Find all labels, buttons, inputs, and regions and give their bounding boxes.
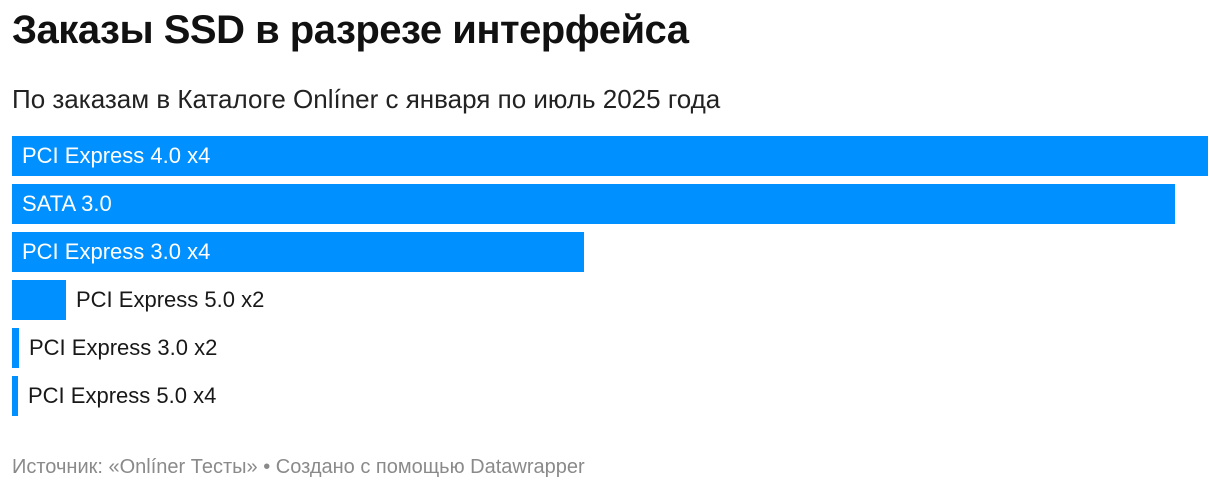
bar-4	[12, 280, 66, 320]
chart-subtitle: По заказам в Каталоге Onlíner с января п…	[12, 84, 721, 114]
bar-label-6: PCI Express 5.0 x4	[28, 383, 217, 408]
chart-title: Заказы SSD в разрезе интерфейса	[12, 8, 689, 52]
bar-label-2: SATA 3.0	[22, 191, 112, 216]
bar-5	[12, 328, 19, 368]
bar-label-1: PCI Express 4.0 x4	[22, 143, 211, 168]
bar-label-4: PCI Express 5.0 x2	[76, 287, 265, 312]
bar-label-5: PCI Express 3.0 x2	[29, 335, 218, 360]
bar-label-3: PCI Express 3.0 x4	[22, 239, 211, 264]
source-footer: Источник: «Onlíner Тесты» • Создано с по…	[12, 456, 585, 478]
bar-2	[12, 184, 1175, 224]
bar-6	[12, 376, 18, 416]
bar-1	[12, 136, 1208, 176]
bar-3	[12, 232, 584, 272]
bar-chart: PCI Express 4.0 x4 SATA 3.0 PCI Express 3.…	[12, 136, 1208, 420]
